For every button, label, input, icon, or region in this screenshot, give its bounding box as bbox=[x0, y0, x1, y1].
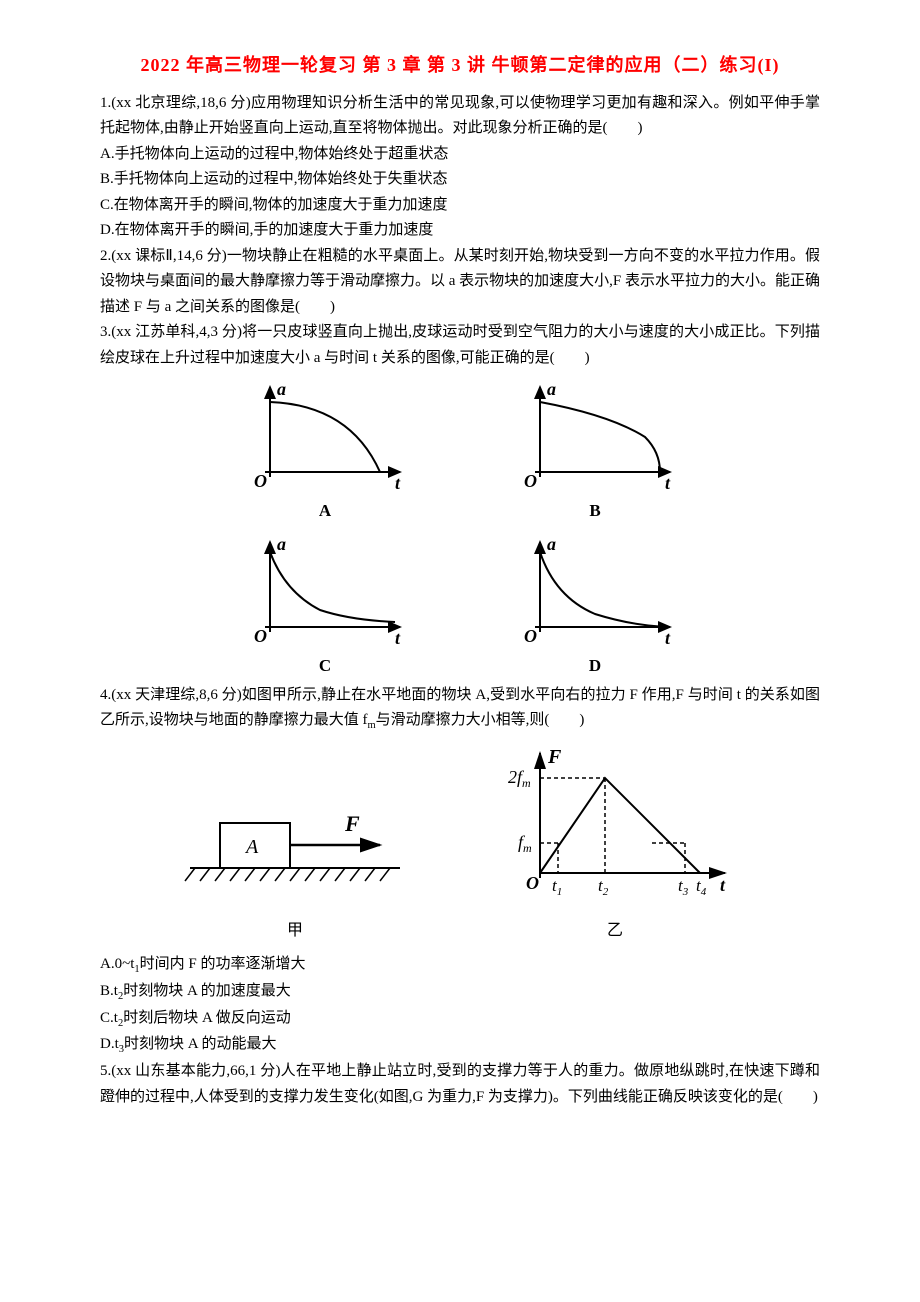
svg-text:a: a bbox=[547, 534, 556, 554]
axis-x-label: t bbox=[395, 473, 401, 493]
q3-label-B: B bbox=[510, 497, 680, 526]
curve-B bbox=[540, 402, 660, 472]
q4-xtick-t2: t2 bbox=[598, 876, 609, 898]
q4-ytick-2fm: 2fm bbox=[508, 767, 531, 790]
q1-optD: D.在物体离开手的瞬间,手的加速度大于重力加速度 bbox=[100, 218, 820, 244]
q4-caption-left: 甲 bbox=[180, 917, 410, 944]
svg-text:a: a bbox=[547, 379, 556, 399]
q4-xtick-t4: t4 bbox=[696, 876, 707, 898]
q4-xtick-t1: t1 bbox=[552, 876, 562, 898]
q4-optC: C.t2时刻后物块 A 做反向运动 bbox=[100, 1006, 820, 1033]
q4-optD: D.t3时刻物块 A 的动能最大 bbox=[100, 1032, 820, 1059]
q4-stem: 4.(xx 天津理综,8,6 分)如图甲所示,静止在水平地面的物块 A,受到水平… bbox=[100, 683, 820, 735]
q3-graph-B: a t O bbox=[510, 377, 680, 497]
q4-xtick-t3: t3 bbox=[678, 876, 689, 898]
q3-graph-A-wrap: a t O A bbox=[240, 377, 410, 526]
q3-graph-C: a t O bbox=[240, 532, 410, 652]
q4-origin-label: O bbox=[526, 873, 539, 893]
q4-optB: B.t2时刻物块 A 的加速度最大 bbox=[100, 979, 820, 1006]
q5-stem: 5.(xx 山东基本能力,66,1 分)人在平地上静止站立时,受到的支撑力等于人… bbox=[100, 1059, 820, 1110]
q1-optC: C.在物体离开手的瞬间,物体的加速度大于重力加速度 bbox=[100, 193, 820, 219]
svg-text:a: a bbox=[277, 534, 286, 554]
svg-text:t: t bbox=[665, 473, 671, 493]
q1-stem: 1.(xx 北京理综,18,6 分)应用物理知识分析生活中的常见现象,可以使物理… bbox=[100, 91, 820, 142]
q1-optB: B.手托物体向上运动的过程中,物体始终处于失重状态 bbox=[100, 167, 820, 193]
page-title: 2022 年高三物理一轮复习 第 3 章 第 3 讲 牛顿第二定律的应用（二）练… bbox=[100, 50, 820, 81]
q3-graph-C-wrap: a t O C bbox=[240, 532, 410, 681]
svg-text:O: O bbox=[254, 626, 267, 646]
q3-figure-row-2: a t O C a t O D bbox=[100, 532, 820, 681]
q4-caption-right: 乙 bbox=[490, 917, 740, 944]
q4-optA: A.0~t1时间内 F 的功率逐渐增大 bbox=[100, 952, 820, 979]
q3-label-A: A bbox=[240, 497, 410, 526]
q3-label-D: D bbox=[510, 652, 680, 681]
q4-xaxis-label: t bbox=[720, 875, 726, 895]
origin-label: O bbox=[254, 471, 267, 491]
q4-yaxis-label: F bbox=[547, 746, 562, 768]
curve-D bbox=[540, 552, 665, 627]
q4-triangle bbox=[540, 778, 700, 873]
q4-diagrams: A F bbox=[100, 743, 820, 944]
q3-graph-B-wrap: a t O B bbox=[510, 377, 680, 526]
svg-text:O: O bbox=[524, 471, 537, 491]
q3-graph-D: a t O bbox=[510, 532, 680, 652]
q3-stem: 3.(xx 江苏单科,4,3 分)将一只皮球竖直向上抛出,皮球运动时受到空气阻力… bbox=[100, 320, 820, 371]
block-label: A bbox=[244, 836, 259, 858]
q4-ytick-fm: fm bbox=[518, 832, 532, 855]
q3-graph-D-wrap: a t O D bbox=[510, 532, 680, 681]
force-label: F bbox=[344, 811, 360, 836]
svg-text:t: t bbox=[665, 628, 671, 648]
q4-diagram-left: A F bbox=[180, 773, 410, 944]
q4-diagram-right: F t O fm 2fm t1 t2 t3 t4 乙 bbox=[490, 743, 740, 944]
q3-figure-row-1: a t O A a t O B bbox=[100, 377, 820, 526]
q2-stem: 2.(xx 课标Ⅱ,14,6 分)一物块静止在粗糙的水平桌面上。从某时刻开始,物… bbox=[100, 244, 820, 321]
svg-text:O: O bbox=[524, 626, 537, 646]
svg-text:t: t bbox=[395, 628, 401, 648]
q3-label-C: C bbox=[240, 652, 410, 681]
axis-y-label: a bbox=[277, 379, 286, 399]
curve-A bbox=[270, 402, 380, 472]
q1-optA: A.手托物体向上运动的过程中,物体始终处于超重状态 bbox=[100, 142, 820, 168]
curve-C bbox=[270, 552, 395, 622]
q3-graph-A: a t O bbox=[240, 377, 410, 497]
